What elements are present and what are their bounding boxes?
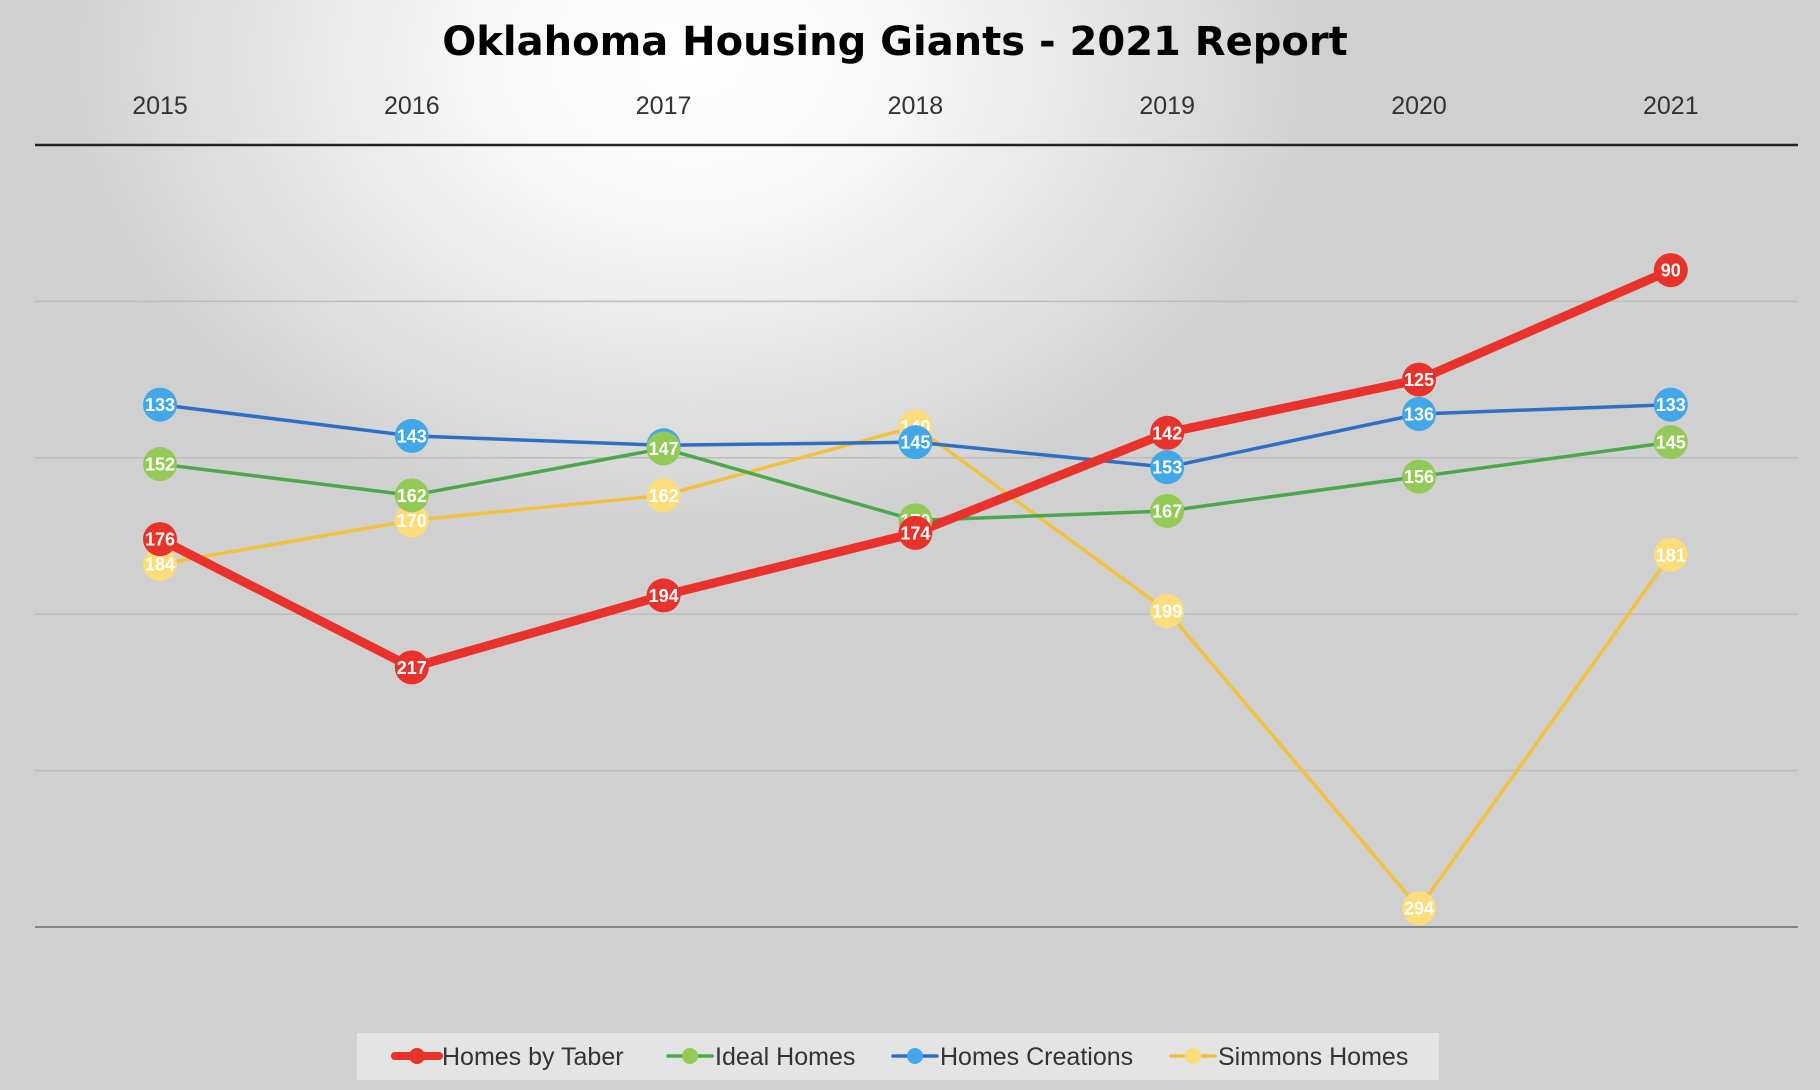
data-point <box>1402 362 1436 397</box>
data-markers: 1841701621401992941811331431461451531361… <box>143 253 1688 926</box>
data-point <box>1150 594 1185 629</box>
data-point <box>143 447 177 482</box>
data-point <box>143 387 177 422</box>
data-point <box>1150 450 1185 485</box>
data-label: 133 <box>1656 395 1686 415</box>
data-point <box>1150 415 1185 450</box>
data-point <box>646 578 681 613</box>
legend-label: Homes Creations <box>940 1043 1133 1071</box>
data-label: 142 <box>1152 423 1182 443</box>
data-point <box>1653 387 1688 422</box>
legend-label: Homes by Taber <box>442 1043 624 1071</box>
x-tick-label: 2017 <box>636 92 692 120</box>
data-label: 184 <box>145 555 175 575</box>
data-point <box>1653 253 1688 288</box>
x-tick-label: 2015 <box>132 92 188 120</box>
data-label: 152 <box>145 455 175 475</box>
data-point <box>1402 891 1436 926</box>
legend-swatch-marker <box>1185 1048 1201 1064</box>
x-tick-label: 2018 <box>888 92 944 120</box>
data-label: 153 <box>1152 458 1182 478</box>
data-label: 294 <box>1404 899 1434 919</box>
chart-title: Oklahoma Housing Giants - 2021 Report <box>442 19 1347 65</box>
data-point <box>1653 425 1688 460</box>
data-point <box>646 431 681 466</box>
series-line <box>158 424 1673 910</box>
x-axis: 2015 2016 2017 2018 2019 2020 2021 <box>35 92 1798 147</box>
data-label: 162 <box>397 486 427 506</box>
data-label: 143 <box>397 426 427 446</box>
x-tick-label: 2016 <box>384 92 440 120</box>
data-point <box>394 650 429 685</box>
data-label: 162 <box>649 486 679 506</box>
x-tick-label: 2021 <box>1643 92 1699 120</box>
data-point <box>394 503 429 538</box>
legend-swatch-marker <box>409 1048 425 1064</box>
series-line <box>155 265 1676 672</box>
series-lines <box>155 265 1676 910</box>
x-tick-label: 2019 <box>1139 92 1195 120</box>
data-point <box>394 418 429 453</box>
data-label: 174 <box>900 523 930 543</box>
data-point <box>646 478 681 513</box>
data-point <box>1402 397 1436 432</box>
data-label: 217 <box>397 658 427 678</box>
data-label: 170 <box>397 511 427 531</box>
data-label: 145 <box>1656 433 1686 453</box>
legend-label: Ideal Homes <box>715 1043 855 1071</box>
data-label: 147 <box>649 439 679 459</box>
data-point <box>394 478 429 513</box>
data-point <box>143 522 177 557</box>
data-point <box>1402 459 1436 494</box>
legend-swatch-marker <box>682 1048 698 1064</box>
data-label: 133 <box>145 395 175 415</box>
data-label: 145 <box>900 433 930 453</box>
data-label: 156 <box>1404 467 1434 487</box>
data-label: 176 <box>145 530 175 550</box>
legend: Homes by Taber Ideal Homes Homes Creations… <box>357 1033 1439 1080</box>
data-point <box>143 547 177 582</box>
data-point <box>1150 493 1185 528</box>
data-point <box>898 515 933 550</box>
data-point <box>1653 537 1688 572</box>
data-label: 125 <box>1404 370 1434 390</box>
data-label: 181 <box>1656 545 1686 565</box>
data-label: 194 <box>649 586 679 606</box>
legend-swatch-marker <box>907 1048 923 1064</box>
x-tick-label: 2020 <box>1391 92 1447 120</box>
data-label: 199 <box>1152 602 1182 622</box>
data-point <box>898 425 933 460</box>
gridlines <box>35 300 1798 928</box>
data-label: 136 <box>1404 405 1434 425</box>
data-label: 90 <box>1661 261 1681 281</box>
data-label: 167 <box>1152 501 1182 521</box>
legend-label: Simmons Homes <box>1218 1043 1408 1071</box>
